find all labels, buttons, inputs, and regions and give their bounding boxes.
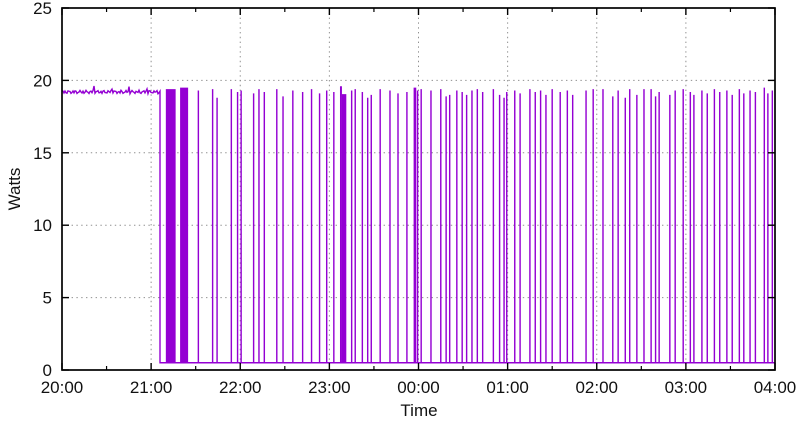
y-tick-label: 25 [33,0,52,18]
y-tick-label: 15 [33,144,52,163]
x-tick-label: 02:00 [575,378,618,397]
x-tick-label: 03:00 [665,378,708,397]
x-tick-label: 23:00 [308,378,351,397]
y-axis-title: Watts [5,167,24,211]
y-tick-label: 5 [43,289,52,308]
x-tick-label: 04:00 [754,378,797,397]
x-tick-label: 00:00 [397,378,440,397]
y-tick-label: 0 [43,361,52,380]
x-tick-label: 22:00 [219,378,262,397]
x-tick-label: 21:00 [130,378,173,397]
x-axis-title: Time [400,401,438,420]
x-tick-label: 01:00 [486,378,529,397]
y-tick-label: 20 [33,71,52,90]
x-tick-label: 20:00 [41,378,84,397]
y-tick-label: 10 [33,216,52,235]
